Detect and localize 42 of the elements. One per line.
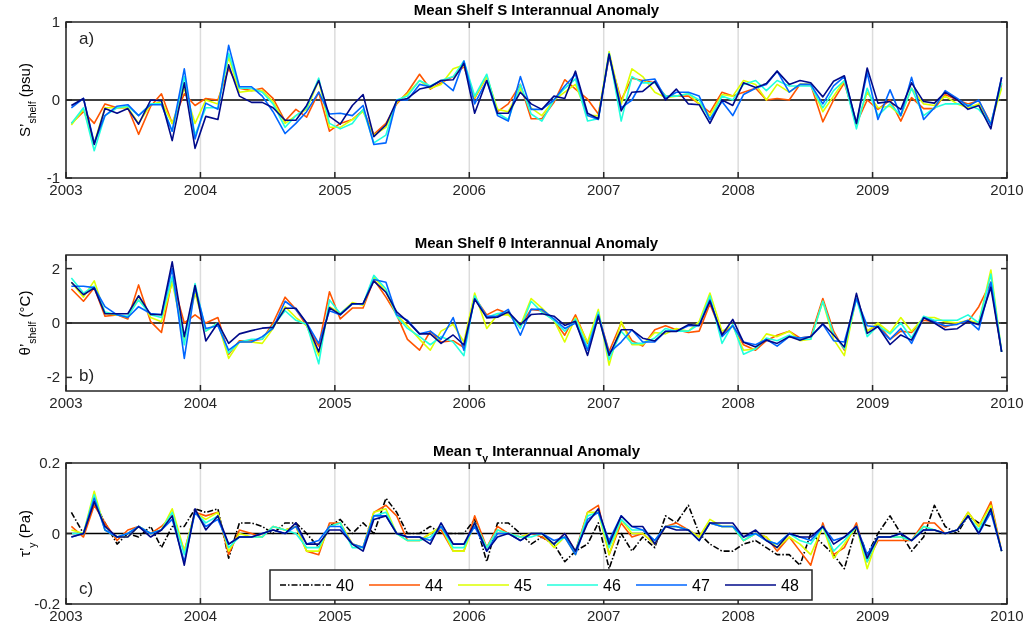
legend-label: 45 <box>514 577 532 594</box>
y-tick-label: 0 <box>51 314 60 331</box>
chart-title: Mean Shelf θ Interannual Anomaly <box>414 234 659 251</box>
x-tick-label: 2009 <box>855 181 890 198</box>
x-tick-label: 2010 <box>990 181 1024 198</box>
legend-label: 40 <box>336 577 354 594</box>
x-tick-label: 2006 <box>452 394 486 411</box>
x-tick-label: 2004 <box>183 181 218 198</box>
legend-label: 46 <box>603 577 621 594</box>
y-tick-label: 0 <box>51 91 60 108</box>
x-tick-label: 2006 <box>452 181 486 198</box>
x-tick-label: 2008 <box>721 394 755 411</box>
x-tick-label: 2005 <box>318 181 352 198</box>
y-tick-label: -0.2 <box>34 595 60 612</box>
annotation: b) <box>79 366 95 385</box>
x-tick-label: 2009 <box>855 394 890 411</box>
x-tick-label: 2005 <box>318 394 352 411</box>
x-tick-label: 2005 <box>318 607 352 624</box>
y-tick-label: 1 <box>51 13 60 30</box>
annotation: a) <box>79 29 95 48</box>
x-tick-label: 2007 <box>587 394 621 411</box>
legend-label: 44 <box>425 577 443 594</box>
x-tick-label: 2007 <box>587 607 621 624</box>
x-tick-label: 2004 <box>183 394 218 411</box>
x-tick-label: 2008 <box>721 181 755 198</box>
x-tick-label: 2008 <box>721 607 755 624</box>
y-tick-label: -1 <box>46 169 60 186</box>
y-tick-label: 2 <box>51 259 60 277</box>
legend-label: 47 <box>692 577 710 594</box>
chart-title: Mean Shelf S Interannual Anomaly <box>413 1 660 18</box>
x-tick-label: 2010 <box>990 394 1024 411</box>
legend-label: 48 <box>781 577 799 594</box>
x-tick-label: 2010 <box>990 607 1024 624</box>
x-tick-label: 2007 <box>587 181 621 198</box>
y-tick-label: 0 <box>51 524 60 542</box>
x-tick-label: 2009 <box>855 607 890 624</box>
annotation: c) <box>79 579 94 598</box>
y-tick-label: 0.2 <box>39 454 60 471</box>
x-tick-label: 2003 <box>49 394 83 411</box>
x-tick-label: 2006 <box>452 607 486 624</box>
y-tick-label: -2 <box>46 368 60 386</box>
x-tick-label: 2004 <box>183 607 218 624</box>
